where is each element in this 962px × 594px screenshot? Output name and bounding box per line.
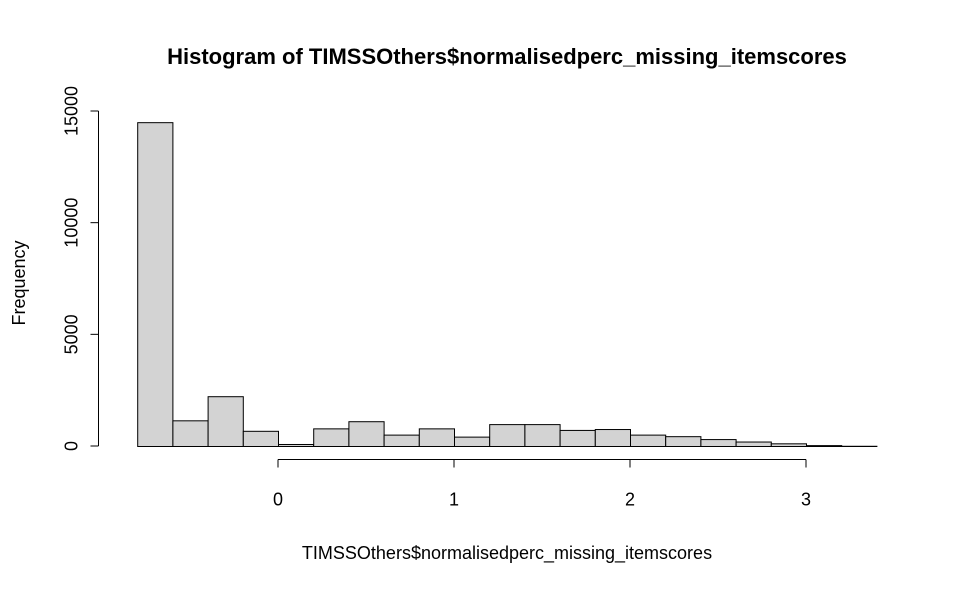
histogram-bar (348, 421, 385, 447)
histogram-bar (489, 424, 526, 447)
y-tick-label: 0 (62, 441, 82, 451)
histogram-bar (207, 396, 244, 448)
y-tick-label: 10000 (62, 198, 82, 248)
histogram-bar (313, 428, 350, 447)
histogram-bar (665, 436, 702, 448)
histogram-bar (770, 443, 807, 448)
histogram-bar (418, 428, 455, 447)
histogram-bar (278, 443, 315, 447)
bars-layer (137, 122, 878, 448)
x-tick-label: 2 (625, 490, 635, 510)
histogram-bar (559, 429, 596, 448)
x-axis: 0 1 2 3 (273, 459, 811, 510)
histogram-bar (454, 436, 491, 447)
chart-title: Histogram of TIMSSOthers$normalisedperc_… (167, 44, 847, 69)
y-axis: 0 5000 10000 15000 (62, 86, 99, 451)
x-axis-label: TIMSSOthers$normalisedperc_missing_items… (302, 543, 712, 564)
histogram-bar (806, 445, 843, 447)
x-tick-label: 0 (273, 490, 283, 510)
x-tick-label: 3 (801, 490, 811, 510)
histogram-bar (242, 430, 280, 447)
histogram-bar (524, 424, 561, 447)
y-tick-label: 15000 (62, 86, 82, 136)
x-tick-label: 1 (449, 490, 459, 510)
histogram-bar (383, 434, 420, 447)
histogram-bar (172, 420, 209, 448)
histogram-bar (137, 122, 174, 447)
histogram-bar (700, 439, 737, 447)
histogram-bar (594, 429, 631, 447)
histogram-bar (735, 441, 772, 447)
y-axis-label: Frequency (9, 240, 29, 325)
histogram-bar (630, 434, 667, 447)
y-tick-label: 5000 (62, 314, 82, 354)
